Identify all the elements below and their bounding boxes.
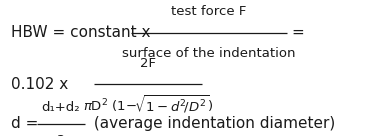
Text: $\pi$D$^2$ (1$-\!\sqrt{1-d^2\!/D^2}$): $\pi$D$^2$ (1$-\!\sqrt{1-d^2\!/D^2}$): [83, 94, 213, 115]
Text: =: =: [292, 25, 304, 40]
Text: HBW = constant x: HBW = constant x: [11, 25, 151, 40]
Text: test force F: test force F: [171, 5, 247, 18]
Text: (average indentation diameter): (average indentation diameter): [89, 116, 335, 131]
Text: 0.102 x: 0.102 x: [11, 77, 68, 92]
Text: surface of the indentation: surface of the indentation: [122, 47, 296, 60]
Text: d =: d =: [11, 116, 38, 131]
Text: 2: 2: [57, 134, 65, 136]
Text: d₁+d₂: d₁+d₂: [42, 101, 80, 114]
Text: 2F: 2F: [140, 57, 156, 70]
